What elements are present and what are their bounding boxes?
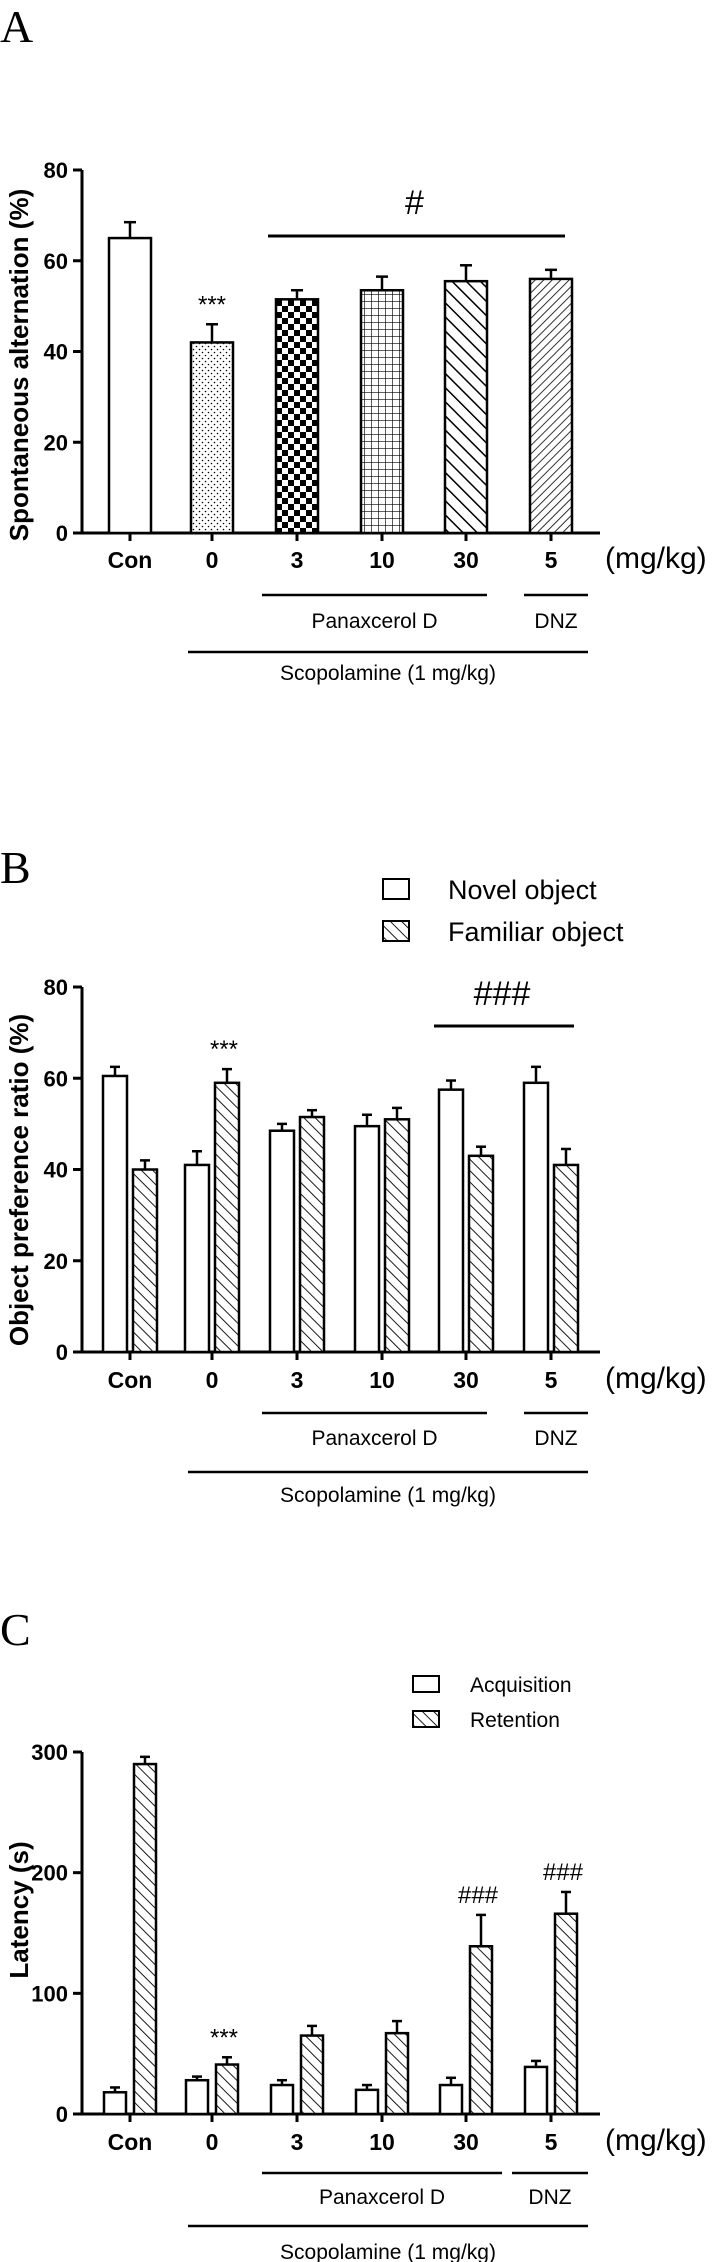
pc-unit-label: (mg/kg) xyxy=(605,2124,707,2157)
pa-y-tick-label: 80 xyxy=(44,158,68,183)
pc-x-tick-label: Con xyxy=(108,2129,153,2155)
pc-sig-label: ### xyxy=(458,1882,499,1909)
pb-bar-familiar-3 xyxy=(298,1115,326,1354)
pc-bar-familiar-Con xyxy=(132,1762,158,2116)
pc-x-tick-label: 5 xyxy=(545,2129,558,2155)
legend-c: Acquisition Retention xyxy=(412,1674,572,1732)
pa-x-tick-label: 10 xyxy=(369,547,395,573)
pa-group-label: Panaxcerol D xyxy=(311,610,437,633)
pb-unit-label: (mg/kg) xyxy=(605,1362,707,1395)
pa-y-tick-label: 20 xyxy=(44,430,68,455)
pb-bar-familiar-Con xyxy=(131,1168,159,1354)
pc-x-tick-label: 3 xyxy=(291,2129,304,2155)
pb-group-label: DNZ xyxy=(534,1427,577,1450)
pc-y-tick-label: 300 xyxy=(31,1740,68,1765)
pb-sig-label: ### xyxy=(474,975,531,1013)
pc-bar-familiar-5 xyxy=(553,1912,579,2116)
y-axis-title-a: Spontaneous alternation (%) xyxy=(4,189,34,541)
y-axis-title-b: Object preference ratio (%) xyxy=(4,1014,34,1346)
pc-sig-label: ### xyxy=(543,1859,584,1886)
pa-x-tick-label: Con xyxy=(108,547,153,573)
pb-bar-novel-3 xyxy=(268,1129,296,1354)
pb-bar-familiar-0 xyxy=(213,1081,241,1354)
pb-x-tick-label: 5 xyxy=(545,1367,558,1393)
pc-bar-novel-Con xyxy=(102,2091,128,2116)
pa-y-tick-label: 40 xyxy=(44,340,68,365)
legend-swatch-retention xyxy=(412,1710,440,1728)
pc-x-tick-label: 30 xyxy=(453,2129,479,2155)
pc-bar-novel-0 xyxy=(184,2078,210,2116)
pa-sig-label: # xyxy=(405,184,424,222)
legend-swatch-novel xyxy=(382,878,410,900)
legend-label-acquisition: Acquisition xyxy=(470,1674,572,1697)
pc-sig-label: *** xyxy=(210,2024,238,2051)
pb-y-tick-label: 0 xyxy=(56,1340,68,1365)
pc-x-tick-label: 10 xyxy=(369,2129,395,2155)
pb-bar-novel-10 xyxy=(353,1124,381,1354)
pb-group-label: Scopolamine (1 mg/kg) xyxy=(280,1484,496,1507)
pa-x-tick-label: 0 xyxy=(206,547,219,573)
y-axis-title-c: Latency (s) xyxy=(4,1841,34,1978)
pa-bar-30 xyxy=(443,279,489,535)
pb-x-tick-label: 30 xyxy=(453,1367,479,1393)
pa-bar-0 xyxy=(189,341,235,535)
panel-letter-a: A xyxy=(0,1,33,52)
pa-bar-10 xyxy=(359,288,405,535)
pb-x-tick-label: 0 xyxy=(206,1367,219,1393)
panel-letter-b: B xyxy=(0,842,31,893)
pa-y-tick-label: 60 xyxy=(44,249,68,274)
pc-group-label: DNZ xyxy=(528,2186,571,2209)
pc-bar-familiar-10 xyxy=(384,2031,410,2116)
legend-b: Novel object Familiar object xyxy=(382,875,624,947)
pa-x-tick-label: 30 xyxy=(453,547,479,573)
pb-y-tick-label: 60 xyxy=(44,1066,68,1091)
pa-x-tick-label: 3 xyxy=(291,547,304,573)
legend-swatch-familiar xyxy=(382,920,410,942)
pb-x-tick-label: 3 xyxy=(291,1367,304,1393)
pb-bar-familiar-10 xyxy=(383,1118,411,1354)
pa-x-tick-label: 5 xyxy=(545,547,558,573)
pa-group-label: DNZ xyxy=(534,610,577,633)
legend-swatch-acquisition xyxy=(412,1675,440,1693)
pc-bar-familiar-30 xyxy=(468,1945,494,2116)
pc-y-tick-label: 100 xyxy=(31,1981,68,2006)
pc-x-tick-label: 0 xyxy=(206,2129,219,2155)
pa-sig-label: *** xyxy=(198,291,226,318)
pc-bar-familiar-3 xyxy=(299,2034,325,2116)
pa-bar-3 xyxy=(274,298,320,535)
pc-bar-novel-10 xyxy=(354,2088,380,2116)
pb-y-tick-label: 40 xyxy=(44,1158,68,1183)
pb-bar-novel-0 xyxy=(183,1163,211,1354)
legend-label-familiar: Familiar object xyxy=(448,917,624,947)
pb-bar-familiar-5 xyxy=(552,1163,580,1354)
pb-bar-novel-30 xyxy=(437,1088,465,1354)
pc-bar-novel-3 xyxy=(269,2083,295,2116)
pb-y-tick-label: 20 xyxy=(44,1249,68,1274)
pa-bar-Con xyxy=(107,236,153,535)
pb-x-tick-label: Con xyxy=(108,1367,153,1393)
pc-group-label: Scopolamine (1 mg/kg) xyxy=(280,2241,496,2262)
legend-label-retention: Retention xyxy=(470,1709,560,1732)
pc-y-tick-label: 200 xyxy=(31,1861,68,1886)
pb-bar-novel-Con xyxy=(101,1074,129,1354)
pa-bar-5 xyxy=(528,277,574,535)
panel-letter-c: C xyxy=(0,1604,31,1655)
pc-bar-familiar-0 xyxy=(214,2063,240,2116)
pb-bar-novel-5 xyxy=(522,1081,550,1354)
pc-bar-novel-5 xyxy=(523,2065,549,2116)
pb-x-tick-label: 10 xyxy=(369,1367,395,1393)
pb-bar-familiar-30 xyxy=(467,1154,495,1354)
legend-label-novel: Novel object xyxy=(448,875,597,905)
pa-unit-label: (mg/kg) xyxy=(605,542,707,575)
pc-y-tick-label: 0 xyxy=(56,2102,68,2127)
pa-group-label: Scopolamine (1 mg/kg) xyxy=(280,662,496,685)
pc-group-label: Panaxcerol D xyxy=(319,2186,445,2209)
pa-y-tick-label: 0 xyxy=(56,521,68,546)
pb-group-label: Panaxcerol D xyxy=(311,1427,437,1450)
pc-bar-novel-30 xyxy=(438,2083,464,2116)
pb-y-tick-label: 80 xyxy=(44,975,68,1000)
pb-sig-label: *** xyxy=(210,1036,238,1063)
